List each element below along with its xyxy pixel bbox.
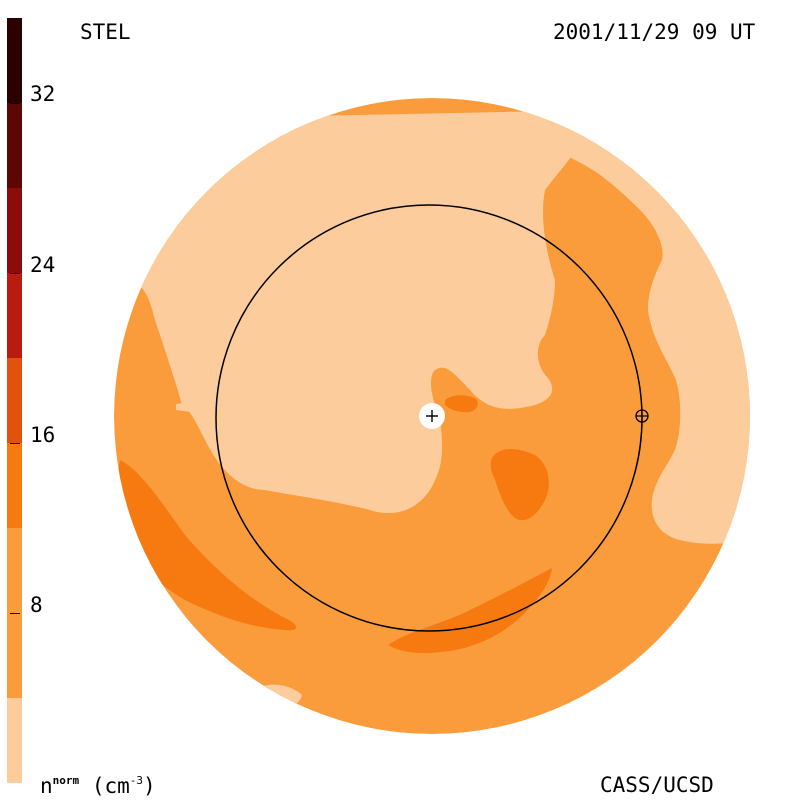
credit-label: CASS/UCSD bbox=[600, 773, 714, 797]
colorbar-tick-label-8: 8 bbox=[30, 593, 43, 617]
colorbar-tick-label-24: 24 bbox=[30, 253, 56, 277]
colorbar-units-label: nnorm (cm-3) bbox=[40, 775, 156, 797]
units-superscript: norm bbox=[52, 774, 80, 787]
colorbar-tick-24 bbox=[10, 273, 20, 274]
units-close: ) bbox=[143, 774, 156, 798]
colorbar-band-2 bbox=[7, 443, 22, 528]
colorbar bbox=[7, 18, 22, 783]
colorbar-band-0 bbox=[7, 698, 22, 783]
colorbar-band-6 bbox=[7, 103, 22, 188]
units-symbol: n bbox=[40, 774, 53, 798]
density-region-dark-center-small bbox=[445, 395, 478, 413]
units-exponent: -3 bbox=[129, 774, 143, 787]
density-region-dark-south bbox=[388, 568, 552, 654]
density-region-dark-southwest bbox=[114, 460, 297, 631]
sun-marker bbox=[419, 403, 445, 429]
colorbar-band-4 bbox=[7, 273, 22, 358]
colorbar-tick-8 bbox=[10, 613, 20, 614]
colorbar-tick-label-32: 32 bbox=[30, 82, 56, 106]
earth-marker bbox=[635, 409, 649, 423]
units-unit: (cm bbox=[91, 774, 130, 798]
density-region-dark-center-blob bbox=[490, 449, 549, 521]
colorbar-tick-32 bbox=[10, 103, 20, 104]
density-region-light-east bbox=[648, 252, 750, 544]
density-region-dark-west-streak bbox=[176, 402, 191, 412]
datetime-label: 2001/11/29 09 UT bbox=[553, 20, 756, 44]
colorbar-band-3 bbox=[7, 358, 22, 443]
colorbar-band-7 bbox=[7, 18, 22, 103]
colorbar-tick-label-16: 16 bbox=[30, 423, 56, 447]
density-region-light-north-arc bbox=[368, 100, 750, 542]
colorbar-tick-16 bbox=[10, 443, 20, 444]
instrument-label: STEL bbox=[80, 20, 131, 44]
colorbar-band-5 bbox=[7, 188, 22, 273]
